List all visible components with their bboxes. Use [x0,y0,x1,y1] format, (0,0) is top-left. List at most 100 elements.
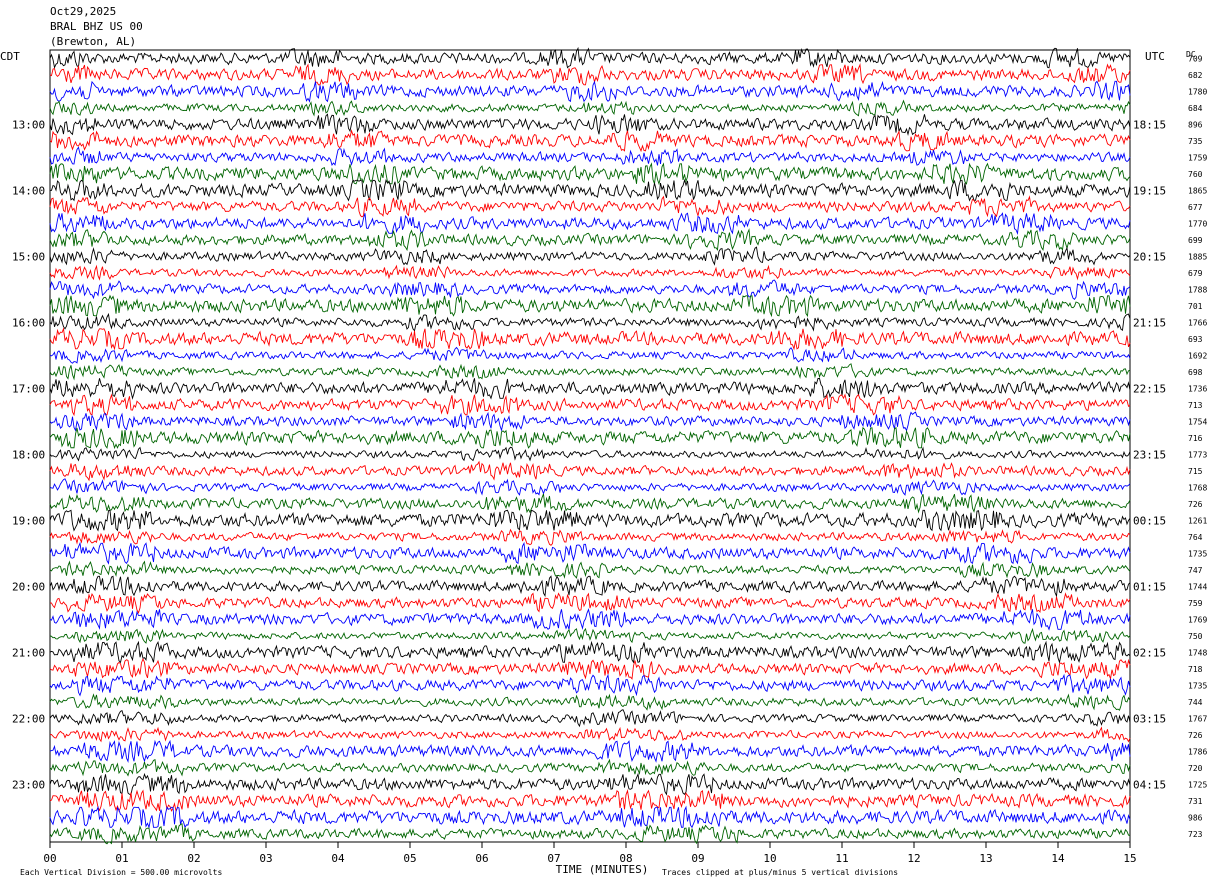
trace [49,80,1131,103]
x-tick-label: 11 [835,852,848,865]
trace [49,264,1131,281]
trace [49,246,1131,266]
trace [49,693,1131,711]
trace [49,805,1131,829]
plot-frame [49,49,1131,843]
trace [49,673,1131,697]
right-time-label: 22:15 [1133,382,1166,395]
x-tick-label: 07 [547,852,560,865]
dc-value: 679 [1188,269,1203,278]
dc-value: 759 [1188,599,1203,608]
trace [49,509,1131,532]
right-axis-title: UTC [1145,50,1165,63]
title-line: BRAL BHZ US 00 [50,20,143,33]
trace [49,99,1131,117]
dc-value: 760 [1188,170,1203,179]
dc-value: 1744 [1188,582,1207,591]
right-time-label: 20:15 [1133,250,1166,263]
trace [49,460,1131,482]
trace [49,46,1131,69]
dc-value: 1736 [1188,384,1207,393]
x-tick-label: 15 [1123,852,1136,865]
dc-value: 1692 [1188,351,1207,360]
right-time-label: 04:15 [1133,778,1166,791]
dc-value: 684 [1188,104,1203,113]
dc-value: 744 [1188,698,1203,707]
trace [49,63,1131,86]
left-time-label: 14:00 [12,184,45,197]
trace [49,378,1131,400]
trace [49,312,1131,332]
dc-value: 1773 [1188,450,1207,459]
dc-value: 1769 [1188,615,1207,624]
dc-value: 716 [1188,434,1203,443]
dc-value: 1768 [1188,483,1207,492]
right-time-label: 18:15 [1133,118,1166,131]
trace [49,294,1131,318]
x-tick-label: 08 [619,852,632,865]
x-tick-label: 06 [475,852,488,865]
dc-value: 699 [1188,236,1203,245]
trace [49,129,1131,153]
footnote: Traces clipped at plus/minus 5 vertical … [662,868,898,877]
right-time-label: 03:15 [1133,712,1166,725]
left-time-label: 20:00 [12,580,45,593]
trace [49,560,1131,579]
footnote: Each Vertical Division = 500.00 microvol… [20,868,222,877]
dc-value: 718 [1188,665,1203,674]
trace [49,363,1131,381]
x-tick-label: 01 [115,852,128,865]
x-tick-label: 04 [331,852,345,865]
left-time-label: 16:00 [12,316,45,329]
dc-value: 1788 [1188,285,1207,294]
trace [49,541,1131,565]
trace [49,178,1131,202]
right-time-label: 19:15 [1133,184,1166,197]
trace [49,772,1131,796]
dc-value: 731 [1188,797,1203,806]
title-line: (Brewton, AL) [50,35,136,48]
trace [49,212,1131,236]
trace [49,608,1131,631]
dc-value: 747 [1188,566,1203,575]
dc-title: DC [1186,50,1196,59]
dc-value: 726 [1188,731,1203,740]
trace [49,739,1131,763]
trace [49,758,1131,777]
trace [49,657,1131,681]
x-tick-label: 00 [43,852,56,865]
dc-value: 1767 [1188,714,1207,723]
x-tick-label: 02 [187,852,200,865]
left-time-label: 23:00 [12,778,45,791]
trace [49,528,1131,546]
trace [49,228,1131,252]
right-time-label: 23:15 [1133,448,1166,461]
trace [49,592,1131,614]
dc-value: 1754 [1188,417,1207,426]
left-time-label: 18:00 [12,448,45,461]
dc-value: 1780 [1188,87,1207,96]
x-tick-label: 12 [907,852,920,865]
trace [49,478,1131,496]
dc-value: 709 [1188,54,1203,63]
dc-value: 750 [1188,632,1203,641]
left-time-label: 13:00 [12,118,45,131]
dc-value: 677 [1188,203,1203,212]
x-tick-label: 14 [1051,852,1065,865]
dc-value: 701 [1188,302,1203,311]
dc-value: 735 [1188,137,1203,146]
trace [49,411,1131,432]
dc-value: 1770 [1188,219,1207,228]
dc-value: 698 [1188,368,1203,377]
trace [49,709,1131,728]
dc-value: 713 [1188,401,1203,410]
dc-value: 693 [1188,335,1203,344]
dc-value: 1725 [1188,780,1207,789]
trace [49,113,1131,136]
x-axis-label: TIME (MINUTES) [556,863,649,876]
trace [49,726,1131,743]
dc-value: 1261 [1188,516,1207,525]
dc-value: 1786 [1188,747,1207,756]
x-tick-label: 09 [691,852,704,865]
dc-value: 1885 [1188,252,1207,261]
